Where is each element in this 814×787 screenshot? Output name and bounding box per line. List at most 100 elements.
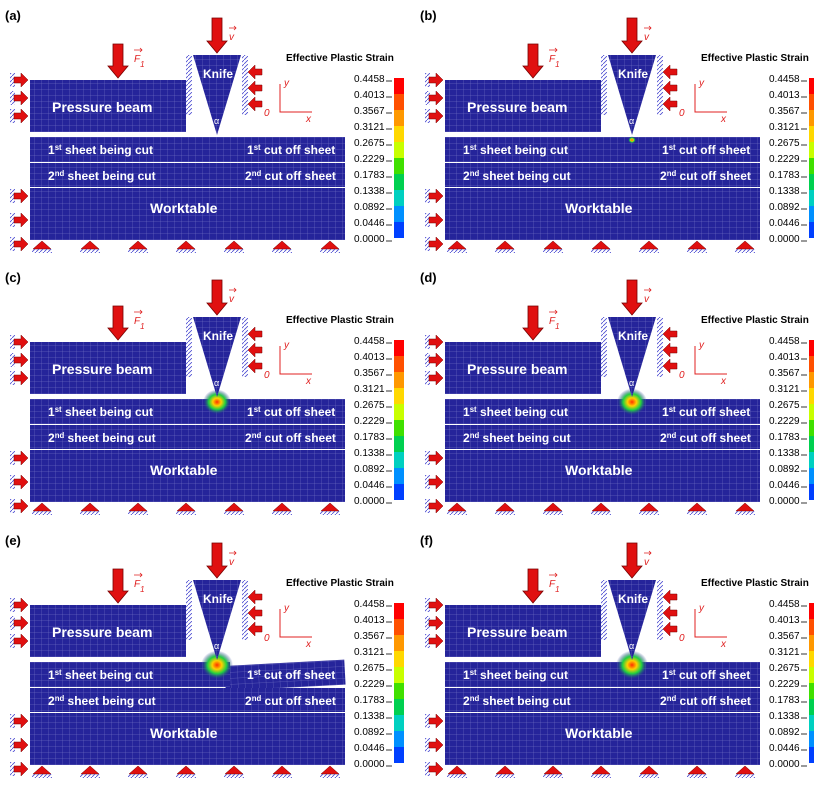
legend-value: 0.0000 [769, 759, 800, 770]
color-bar-segment [394, 340, 404, 356]
ordinal-suffix: nd [667, 431, 677, 440]
panel-label: (f) [420, 533, 433, 548]
knife-hatch-l [601, 55, 607, 115]
sheet-cut-1: 1st sheet being cut [463, 143, 568, 158]
pressure-beam-label: Pressure beam [52, 361, 152, 377]
support-triangle [321, 241, 339, 249]
ordinal-suffix: nd [55, 694, 65, 703]
ordinal-suffix: nd [55, 431, 65, 440]
legend-value: 0.0892 [354, 464, 385, 475]
color-bar-segment [394, 651, 404, 667]
hatch [176, 511, 196, 515]
legend-value: 0.1338 [354, 711, 385, 722]
axis-x-label: x [720, 114, 727, 125]
support-arrow [429, 475, 443, 489]
vector-arrow [549, 48, 557, 52]
legend-value: 0.3121 [769, 647, 800, 658]
knife-label: Knife [203, 329, 233, 343]
color-bar-segment [809, 715, 814, 731]
support-triangle [640, 766, 658, 774]
axis-y-label: y [283, 603, 290, 614]
sheet-off-1: 1st cut off sheet [662, 143, 750, 158]
support-arrow [14, 213, 28, 227]
knife-hatch-l [186, 55, 192, 115]
hatch [447, 511, 467, 515]
knife-hatch-r [657, 580, 663, 640]
sheet-cut-2: 2nd sheet being cut [463, 694, 571, 709]
hatch [735, 249, 755, 253]
color-bar-segment [809, 340, 814, 356]
worktable-label: Worktable [150, 725, 218, 741]
hatch [320, 774, 340, 778]
load-arrow [207, 280, 227, 315]
support-arrow [248, 327, 262, 341]
support-triangle [273, 766, 291, 774]
support-triangle [688, 241, 706, 249]
label-rest: cut off sheet [261, 169, 336, 183]
support-triangle [640, 241, 658, 249]
hatch [224, 249, 244, 253]
sheet-1-mid [205, 137, 230, 162]
legend-value: 0.2229 [769, 154, 800, 165]
velocity-label: v [644, 557, 650, 568]
axis-y-label: y [283, 340, 290, 351]
knife-hatch-r [657, 317, 663, 377]
support-arrow [663, 81, 677, 95]
legend-value: 0.0000 [769, 496, 800, 507]
vector-arrow [644, 26, 651, 30]
legend-title: Effective Plastic Strain [286, 53, 394, 64]
sheet-cut-2: 2nd sheet being cut [48, 694, 156, 709]
legend-value: 0.2229 [354, 679, 385, 690]
vector-arrow [229, 288, 236, 292]
sheet-cut-1: 1st sheet being cut [463, 668, 568, 683]
color-bar-segment [809, 452, 814, 468]
support-arrow [429, 237, 443, 251]
hatch [543, 774, 563, 778]
support-arrow [663, 65, 677, 79]
angle-label: α [629, 116, 634, 126]
color-bar-segment [809, 126, 814, 142]
hatch [32, 511, 52, 515]
support-triangle [321, 766, 339, 774]
legend-value: 0.4013 [769, 615, 800, 626]
support-arrow [14, 73, 28, 87]
load-arrow [523, 44, 543, 78]
knife-hatch-l [186, 317, 192, 377]
hatch [224, 511, 244, 515]
legend-value: 0.1338 [769, 448, 800, 459]
force-label: F1 [134, 579, 145, 594]
hatch [591, 511, 611, 515]
axis-y-label: y [698, 78, 705, 89]
legend-value: 0.3121 [354, 647, 385, 658]
color-bar-segment [394, 699, 404, 715]
hatch [272, 511, 292, 515]
axis-y-label: y [698, 603, 705, 614]
color-bar-segment [809, 619, 814, 635]
support-arrow [429, 213, 443, 227]
hatch [32, 774, 52, 778]
color-bar-segment [394, 731, 404, 747]
legend-value: 0.2675 [354, 138, 385, 149]
vector-arrow [134, 573, 142, 577]
pressure-beam-label: Pressure beam [467, 99, 567, 115]
color-bar-segment [809, 388, 814, 404]
hatch [176, 774, 196, 778]
sheet-cut-2: 2nd sheet being cut [463, 169, 571, 184]
color-bar-segment [394, 110, 404, 126]
sheet-cut-2: 2nd sheet being cut [48, 431, 156, 446]
hatch [591, 774, 611, 778]
legend-value: 0.3121 [769, 384, 800, 395]
support-arrow [663, 343, 677, 357]
sheet-off-1: 1st cut off sheet [247, 405, 335, 420]
color-bar-segment [394, 619, 404, 635]
support-triangle [544, 241, 562, 249]
support-triangle [81, 241, 99, 249]
panel: (e)Pressure beamKnifeα1st sheet being cu… [5, 533, 404, 778]
support-triangle [688, 766, 706, 774]
support-arrow [14, 616, 28, 630]
support-triangle [448, 503, 466, 511]
worktable-label: Worktable [150, 462, 218, 478]
hatch [176, 249, 196, 253]
panel: (d)Pressure beamKnifeα1st sheet being cu… [420, 270, 814, 515]
color-bar-segment [809, 78, 814, 94]
